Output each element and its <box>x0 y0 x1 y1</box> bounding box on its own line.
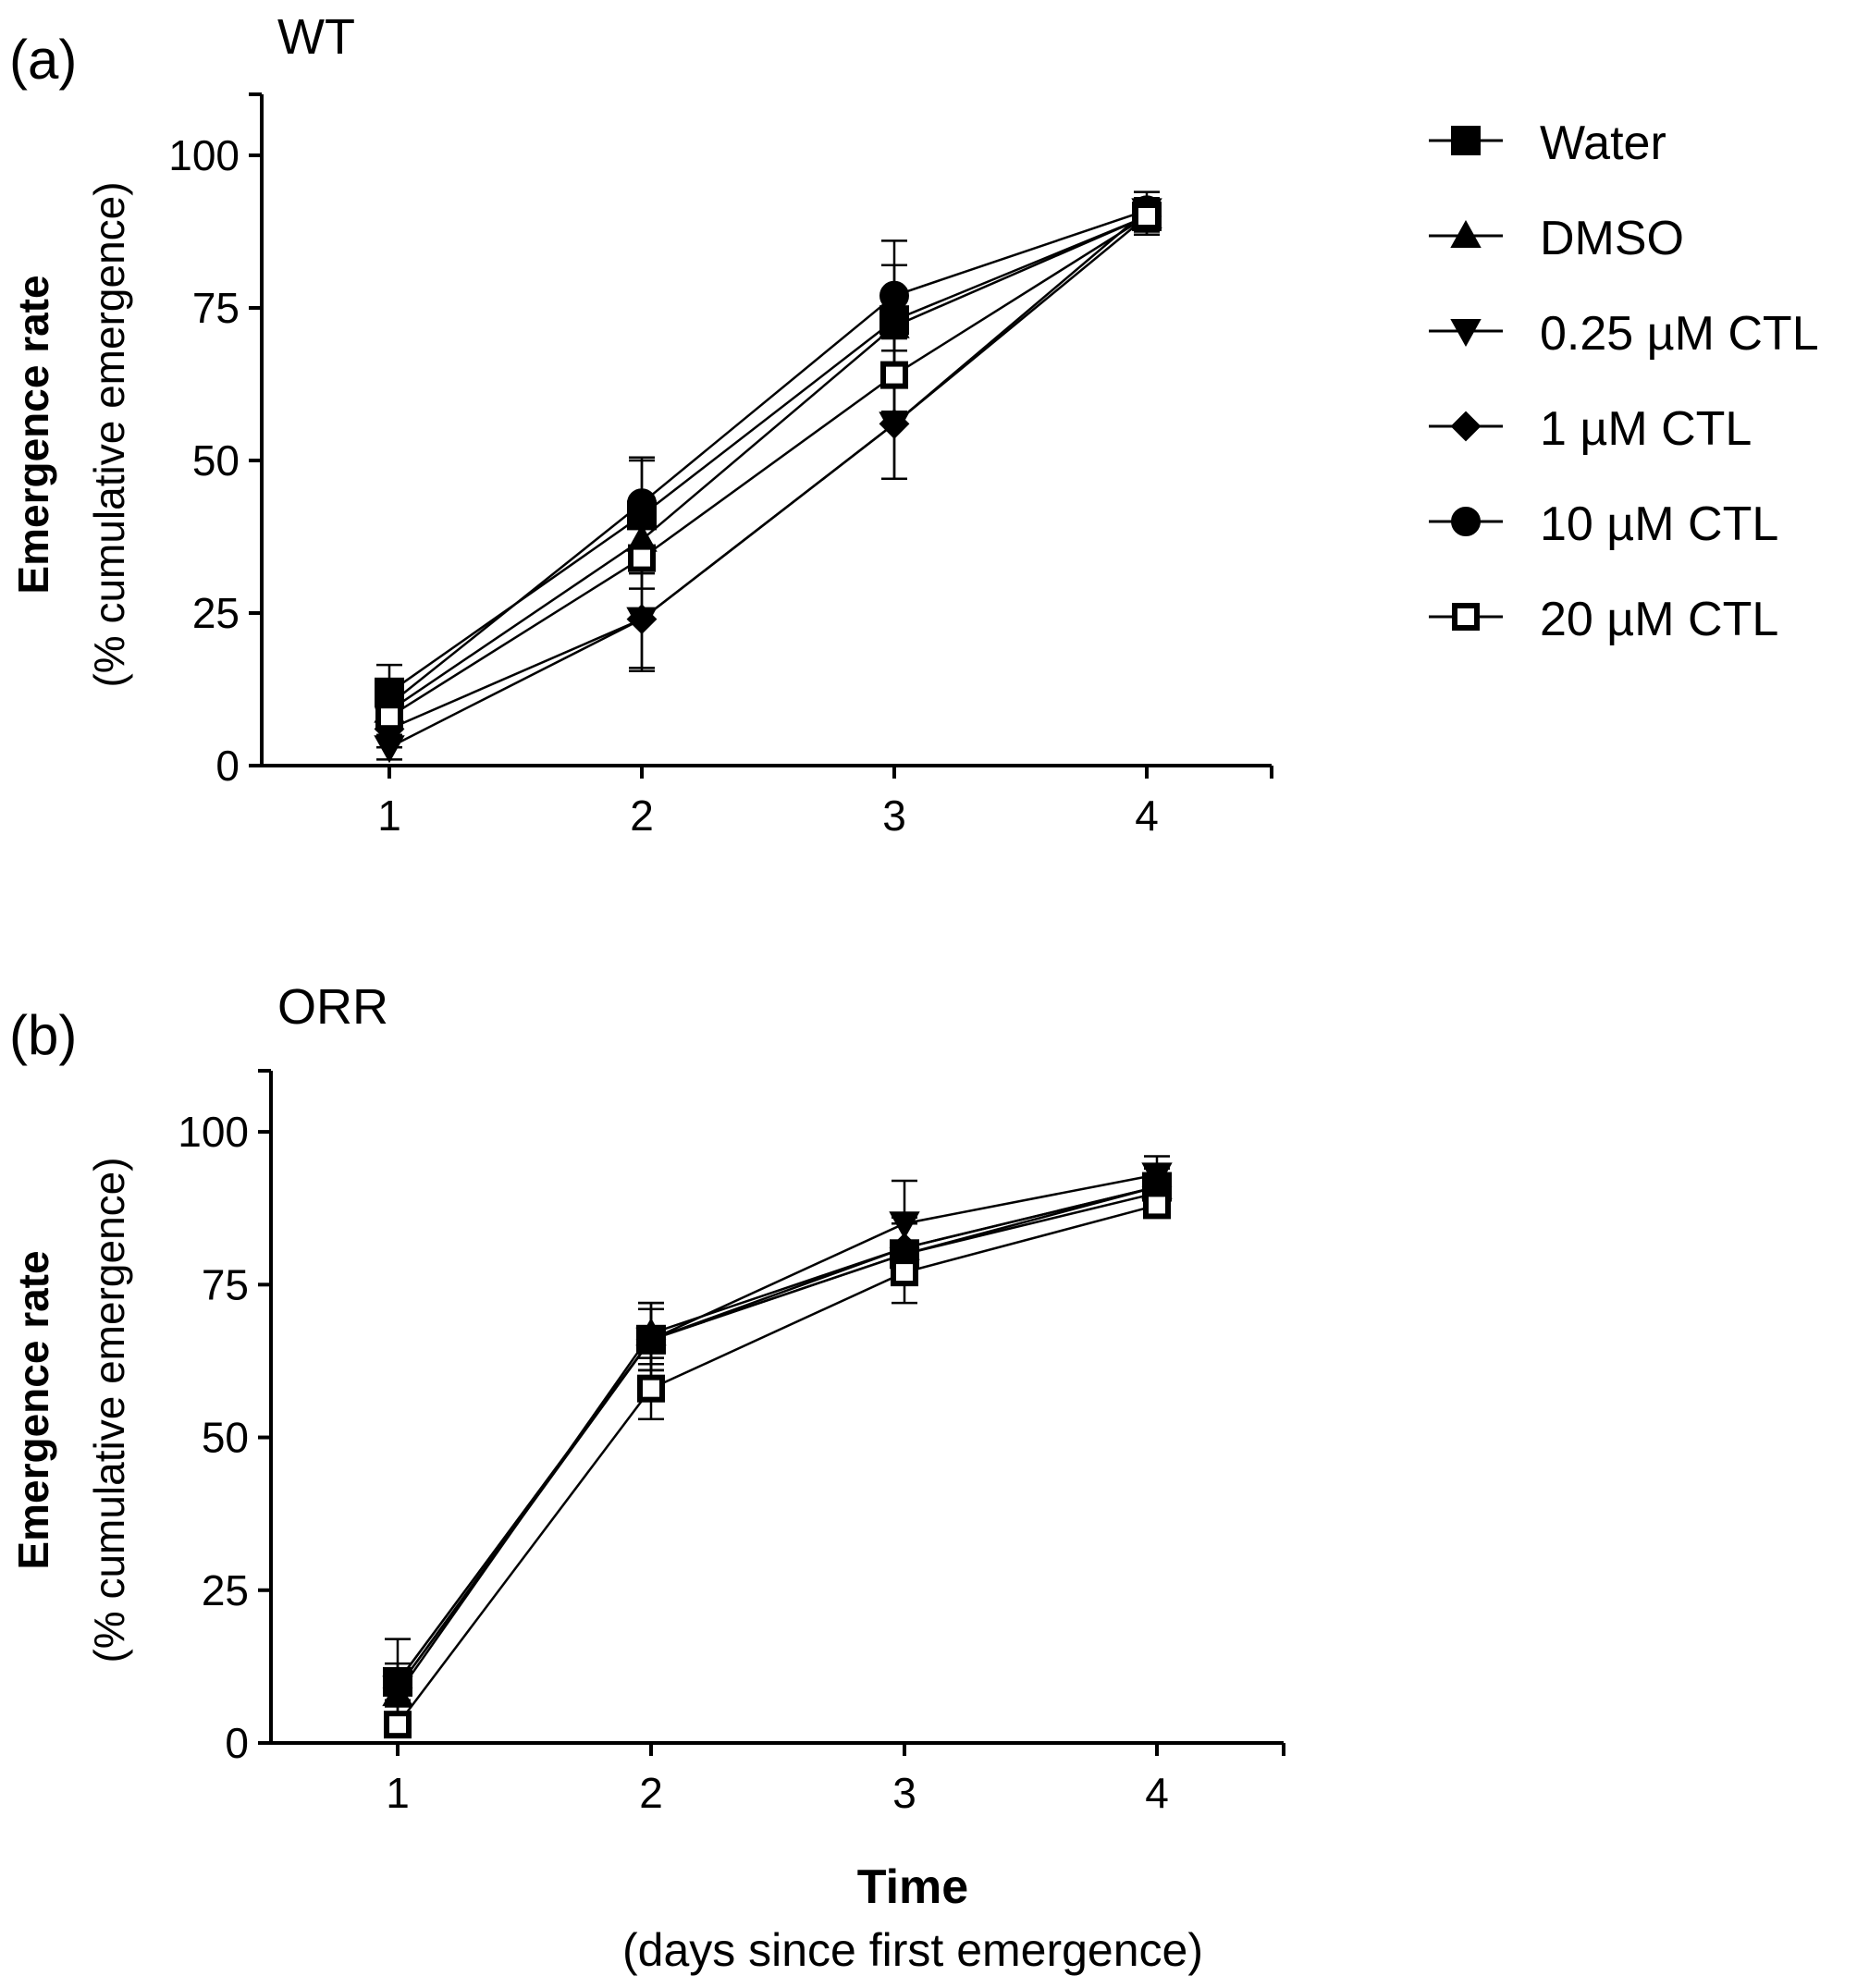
legend-water-label: Water <box>1540 117 1666 170</box>
panel-b-title: ORR <box>277 979 388 1035</box>
panel-b-y-tick-label-25: 25 <box>202 1566 249 1614</box>
panel-a-series-line-10-um-ctl <box>388 209 1148 706</box>
panel-b-point-0-25-um-ctl-3 <box>889 1211 920 1240</box>
panel-a-wt: (a) WT Emergence rate (% cumulative emer… <box>9 9 1273 840</box>
legend-10-um-ctl-symbol <box>1451 507 1481 536</box>
panel-a-x-tick-label-3: 3 <box>882 792 906 840</box>
panel-a-y-tick-label-100: 100 <box>168 131 240 179</box>
panel-a-y-tick-label-25: 25 <box>192 589 240 637</box>
legend-0-25um-ctl-marker <box>1429 319 1503 348</box>
legend-item-20um-ctl: 20 µM CTL <box>1429 593 1778 646</box>
panel-b-series-line-1-um-ctl <box>396 1185 1158 1689</box>
panel-b-point-20-um-ctl-2 <box>637 1374 665 1403</box>
panel-b-x-tick-label-2: 2 <box>639 1769 663 1817</box>
legend-item-water: Water <box>1429 117 1666 170</box>
legend-water-marker <box>1429 126 1503 155</box>
legend-10um-ctl-label: 10 µM CTL <box>1540 497 1778 551</box>
panel-a-y-axis-label: Emergence rate <box>9 275 57 594</box>
panel-a-y-tick-label-0: 0 <box>215 742 240 790</box>
panel-a-point-20-um-ctl-2 <box>628 544 656 572</box>
legend: Water DMSO 0.25 µM CTL 1 µM CTL 10 µM CT… <box>1429 117 1819 646</box>
panel-a-y-tick-label-75: 75 <box>192 284 240 332</box>
panel-a-point-20-um-ctl-3 <box>880 361 908 389</box>
panel-b-y-tick-label-100: 100 <box>178 1108 249 1156</box>
legend-item-dmso: DMSO <box>1429 212 1684 265</box>
panel-b-y-tick-label-0: 0 <box>225 1719 249 1767</box>
legend-dmso-label: DMSO <box>1540 212 1684 265</box>
legend-dmso-marker <box>1429 219 1503 248</box>
panel-a-series-line-1-um-ctl <box>388 215 1148 730</box>
panel-a-x-tick-label-1: 1 <box>377 792 401 840</box>
legend-20um-ctl-label: 20 µM CTL <box>1540 593 1778 646</box>
panel-b-x-axis-sublabel: (days since first emergence) <box>622 1924 1203 1976</box>
panel-b-x-tick-label-1: 1 <box>386 1769 410 1817</box>
legend-20um-ctl-marker <box>1429 603 1503 631</box>
panel-b-y-tick-label-75: 75 <box>202 1260 249 1308</box>
legend-10um-ctl-marker <box>1429 507 1503 536</box>
panel-b-series-line-20-um-ctl <box>397 1204 1158 1725</box>
panel-b-y-axis-label: Emergence rate <box>9 1250 57 1569</box>
legend-0-25-um-ctl-symbol <box>1450 319 1482 348</box>
panel-a-point-dmso-3 <box>879 310 910 338</box>
legend-1um-ctl-marker <box>1429 411 1503 442</box>
panel-a-letter: (a) <box>9 29 77 91</box>
legend-item-0-25um-ctl: 0.25 µM CTL <box>1429 307 1819 361</box>
panel-b-point-20-um-ctl-1 <box>384 1711 412 1739</box>
panel-a-y-tick-label-50: 50 <box>192 436 240 485</box>
panel-b-series-line-0-25-um-ctl <box>396 1173 1158 1689</box>
panel-b-y-axis-sublabel: (% cumulative emergence) <box>85 1157 133 1663</box>
legend-item-1um-ctl: 1 µM CTL <box>1429 402 1752 456</box>
panel-a-point-10-um-ctl-2 <box>627 488 657 519</box>
legend-item-10um-ctl: 10 µM CTL <box>1429 497 1778 551</box>
panel-b-series-line-dmso <box>396 1185 1158 1695</box>
panel-a-title: WT <box>277 9 355 65</box>
panel-a-series-line-20-um-ctl <box>388 215 1148 718</box>
panel-b-series-line-10-um-ctl <box>396 1191 1158 1683</box>
legend-20-um-ctl-symbol <box>1452 603 1480 631</box>
legend-1um-ctl-label: 1 µM CTL <box>1540 402 1752 456</box>
panel-a-point-20-um-ctl-1 <box>375 703 403 731</box>
panel-a-series-line-0-25-um-ctl <box>388 209 1148 749</box>
panel-b-x-tick-label-4: 4 <box>1145 1769 1169 1817</box>
panel-b-point-20-um-ctl-3 <box>891 1258 918 1287</box>
panel-a-x-tick-label-2: 2 <box>630 792 654 840</box>
panel-b-x-tick-label-3: 3 <box>892 1769 916 1817</box>
panel-a-x-tick-label-4: 4 <box>1135 792 1159 840</box>
panel-b-x-axis-label: Time <box>857 1860 968 1914</box>
panel-b-point-10-um-ctl-2 <box>636 1324 666 1355</box>
panel-b-series-line-water <box>396 1185 1158 1683</box>
legend-0-25um-ctl-label: 0.25 µM CTL <box>1540 307 1819 361</box>
panel-a-series-line-dmso <box>388 215 1148 712</box>
panel-b-y-tick-label-50: 50 <box>202 1414 249 1462</box>
panel-a-point-20-um-ctl-4 <box>1133 202 1161 230</box>
panel-a-point-10-um-ctl-3 <box>879 280 909 311</box>
legend-dmso-symbol <box>1450 219 1482 248</box>
panel-b-point-10-um-ctl-1 <box>383 1666 412 1697</box>
panel-a-point-1-um-ctl-2 <box>626 604 658 635</box>
panel-a-y-axis-sublabel: (% cumulative emergence) <box>85 181 133 687</box>
panel-b-letter: (b) <box>9 1004 77 1066</box>
legend-1-um-ctl-symbol <box>1450 411 1482 442</box>
legend-water-symbol <box>1451 126 1481 155</box>
panel-a-point-1-um-ctl-3 <box>879 408 910 439</box>
panel-b-orr: (b) ORR Emergence rate (% cumulative eme… <box>9 979 1285 1976</box>
panel-b-point-20-um-ctl-4 <box>1143 1191 1171 1220</box>
